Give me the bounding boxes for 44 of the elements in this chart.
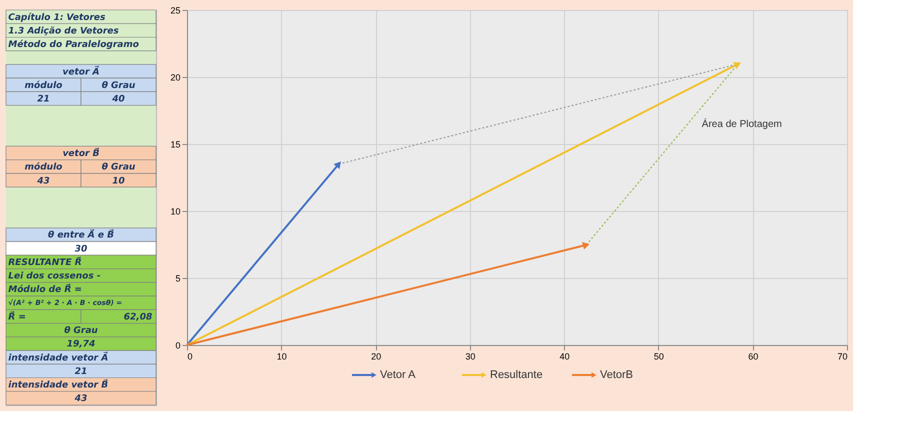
x-tick-label: 60 <box>748 352 758 362</box>
legend-label: VetorB <box>600 369 634 381</box>
x-tick-label: 70 <box>837 352 848 362</box>
text: 30 <box>74 244 88 254</box>
y-tick-label: 0 <box>175 340 180 350</box>
x-tick-label: 30 <box>465 352 476 362</box>
text: Lei dos cossenos - <box>8 272 101 282</box>
text: R⃗ = <box>8 310 26 322</box>
text: θ Grau <box>64 326 98 336</box>
text: 10 <box>112 176 125 186</box>
text: θ Grau <box>102 162 136 173</box>
annotation: Área de Plotagem <box>702 118 782 130</box>
text: RESULTANTE R⃗ <box>8 256 82 268</box>
x-tick-label: 40 <box>560 352 570 362</box>
text: módulo <box>24 80 62 91</box>
text: 19,74 <box>66 340 96 350</box>
text: intensidade vetor A⃗ <box>8 352 108 364</box>
y-tick-label: 20 <box>170 72 180 82</box>
x-tick-label: 20 <box>371 352 382 362</box>
x-tick-label: 50 <box>654 352 664 362</box>
y-tick-label: 5 <box>175 274 180 284</box>
text: Módulo de R⃗ = <box>8 284 82 296</box>
text: 43 <box>36 176 50 186</box>
y-tick-label: 10 <box>170 206 180 216</box>
legend-label: Vetor A <box>380 369 416 381</box>
text: 40 <box>111 94 125 105</box>
text: vetor B⃗ <box>62 147 100 160</box>
text: intensidade vetor B⃗ <box>8 378 108 391</box>
text: vetor A⃗ <box>62 66 100 78</box>
text: 62,08 <box>124 312 152 322</box>
x-tick-label: 0 <box>188 352 193 362</box>
text: θ Grau <box>102 80 136 91</box>
y-tick-label: 15 <box>170 140 180 150</box>
text: 21 <box>37 94 50 105</box>
legend-label: Resultante <box>490 369 543 381</box>
text: 43 <box>74 394 88 404</box>
text: módulo <box>24 162 62 173</box>
text: 21 <box>74 366 88 377</box>
text: θ entre A⃗ e B⃗ <box>48 229 114 241</box>
text: Capítulo 1: Vetores <box>8 12 106 23</box>
y-tick-label: 25 <box>170 6 180 16</box>
text: Método do Paralelogramo <box>8 39 139 50</box>
x-tick-label: 10 <box>276 352 287 362</box>
text: 1.3 Adição de Vetores <box>8 26 120 36</box>
